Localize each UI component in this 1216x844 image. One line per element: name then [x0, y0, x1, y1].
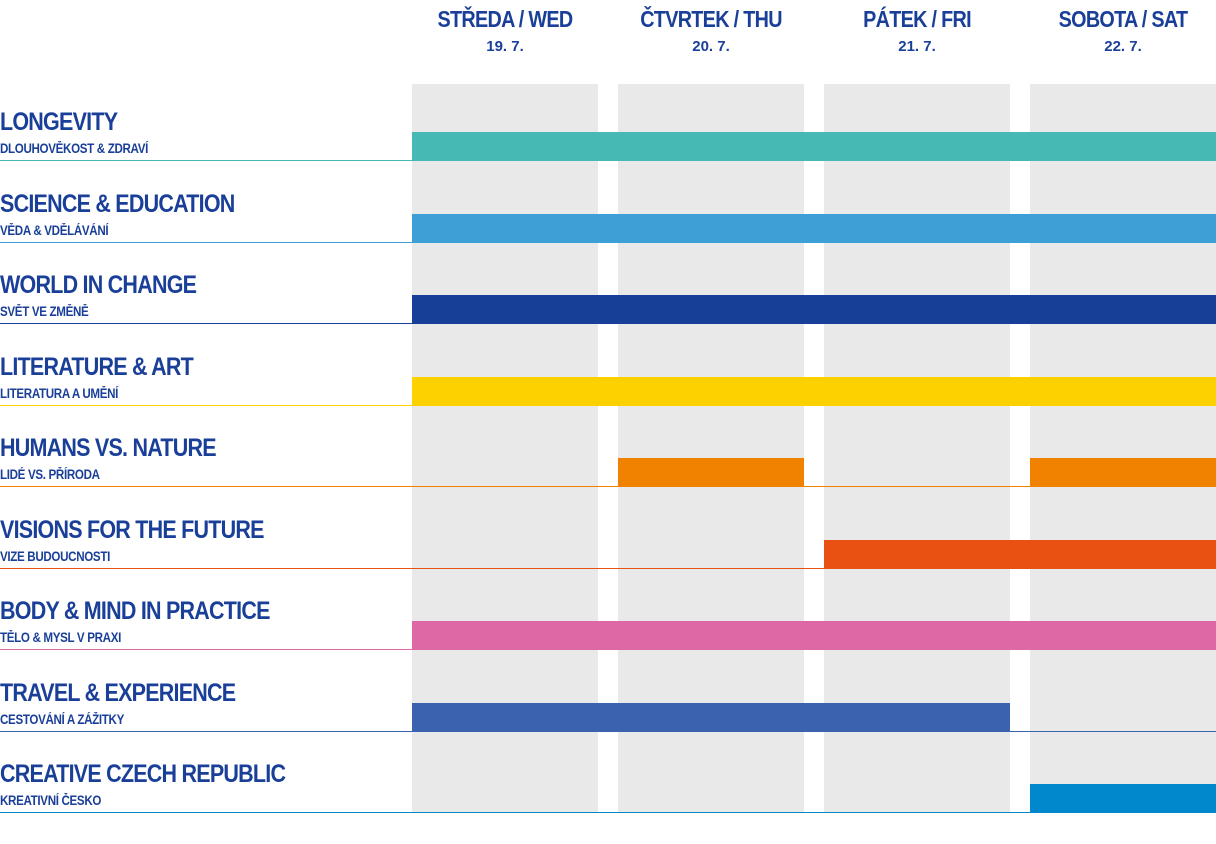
track-subtitle: CESTOVÁNÍ A ZÁŽITKY [0, 712, 124, 727]
day-name: STŘEDA / WED [437, 6, 574, 32]
track-row: SCIENCE & EDUCATION VĚDA & VDĚLÁVÁNÍ [0, 162, 1216, 243]
track-title: HUMANS VS. NATURE [0, 434, 217, 462]
day-date: 21. 7. [898, 38, 936, 55]
track-bar [618, 458, 804, 487]
track-subtitle: DLOUHOVĚKOST & ZDRAVÍ [0, 141, 149, 156]
day-name: SOBOTA / SAT [1058, 6, 1188, 32]
track-title: WORLD IN CHANGE [0, 271, 197, 299]
track-subtitle: TĚLO & MYSL V PRAXI [0, 630, 121, 645]
day-date: 19. 7. [486, 38, 524, 55]
track-row: WORLD IN CHANGE SVĚT VE ZMĚNĚ [0, 243, 1216, 324]
track-subtitle: VĚDA & VDĚLÁVÁNÍ [0, 223, 109, 238]
track-row: VISIONS FOR THE FUTURE VIZE BUDOUCNOSTI [0, 488, 1216, 569]
day-header-fri: PÁTEK / FRI 21. 7. [824, 6, 1010, 56]
day-date: 22. 7. [1104, 38, 1142, 55]
track-subtitle: KREATIVNÍ ČESKO [0, 793, 102, 808]
track-bar [1030, 784, 1216, 813]
day-column-fri [824, 84, 1010, 813]
day-header-wed: STŘEDA / WED 19. 7. [412, 6, 598, 56]
track-title: BODY & MIND IN PRACTICE [0, 597, 270, 625]
track-row: HUMANS VS. NATURE LIDÉ VS. PŘÍRODA [0, 406, 1216, 487]
track-bar [412, 214, 1216, 243]
track-bar [412, 703, 1010, 732]
day-header-sat: SOBOTA / SAT 22. 7. [1030, 6, 1216, 56]
day-column-sat [1030, 84, 1216, 813]
track-title: TRAVEL & EXPERIENCE [0, 679, 236, 707]
track-title: LONGEVITY [0, 108, 118, 136]
track-subtitle: LITERATURA A UMĚNÍ [0, 386, 119, 401]
track-title: LITERATURE & ART [0, 353, 194, 381]
track-row: TRAVEL & EXPERIENCE CESTOVÁNÍ A ZÁŽITKY [0, 651, 1216, 732]
day-name: PÁTEK / FRI [863, 6, 972, 32]
track-bar [412, 295, 1216, 324]
track-bar [412, 621, 1216, 650]
track-row: CREATIVE CZECH REPUBLIC KREATIVNÍ ČESKO [0, 732, 1216, 813]
track-bar [824, 540, 1216, 569]
track-subtitle: SVĚT VE ZMĚNĚ [0, 304, 89, 319]
track-row: BODY & MIND IN PRACTICE TĚLO & MYSL V PRA… [0, 569, 1216, 650]
day-date: 20. 7. [692, 38, 730, 55]
track-title: CREATIVE CZECH REPUBLIC [0, 760, 286, 788]
track-divider [0, 812, 1216, 813]
track-subtitle: LIDÉ VS. PŘÍRODA [0, 467, 100, 482]
track-row: LONGEVITY DLOUHOVĚKOST & ZDRAVÍ [0, 80, 1216, 161]
track-divider [0, 486, 1216, 487]
day-name: ČTVRTEK / THU [640, 6, 782, 32]
track-divider [0, 568, 1216, 569]
day-column-wed [412, 84, 598, 813]
day-header-thu: ČTVRTEK / THU 20. 7. [618, 6, 804, 56]
track-bar [1030, 458, 1216, 487]
track-subtitle: VIZE BUDOUCNOSTI [0, 549, 110, 564]
day-column-thu [618, 84, 804, 813]
track-bar [412, 132, 1216, 161]
track-title: VISIONS FOR THE FUTURE [0, 516, 264, 544]
track-title: SCIENCE & EDUCATION [0, 190, 235, 218]
track-bar [412, 377, 1216, 406]
track-row: LITERATURE & ART LITERATURA A UMĚNÍ [0, 325, 1216, 406]
